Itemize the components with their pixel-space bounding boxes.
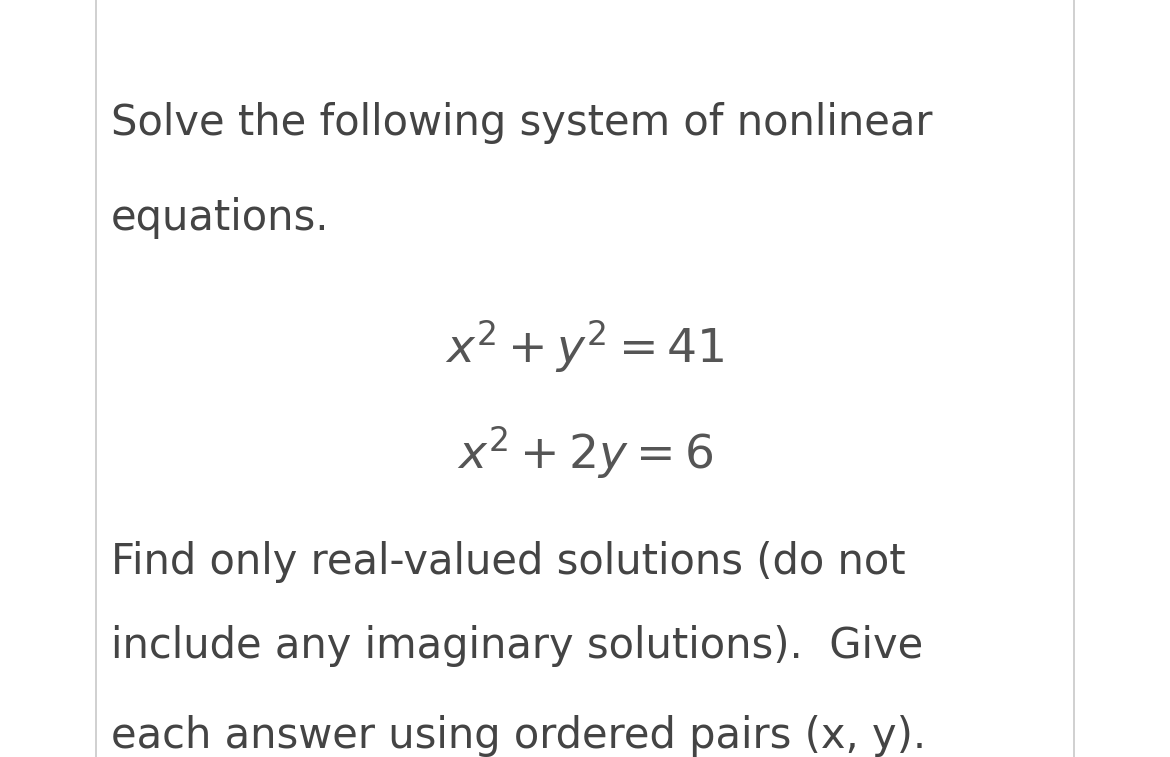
Text: include any imaginary solutions).  Give: include any imaginary solutions). Give <box>111 625 923 666</box>
Text: equations.: equations. <box>111 197 330 238</box>
Text: Find only real-valued solutions (do not: Find only real-valued solutions (do not <box>111 541 906 583</box>
Text: $x^2 + y^2 = 41$: $x^2 + y^2 = 41$ <box>446 318 724 375</box>
Text: Solve the following system of nonlinear: Solve the following system of nonlinear <box>111 102 932 144</box>
Text: $x^2 + 2y = 6$: $x^2 + 2y = 6$ <box>456 424 714 481</box>
Text: each answer using ordered pairs (x, y).: each answer using ordered pairs (x, y). <box>111 715 927 757</box>
